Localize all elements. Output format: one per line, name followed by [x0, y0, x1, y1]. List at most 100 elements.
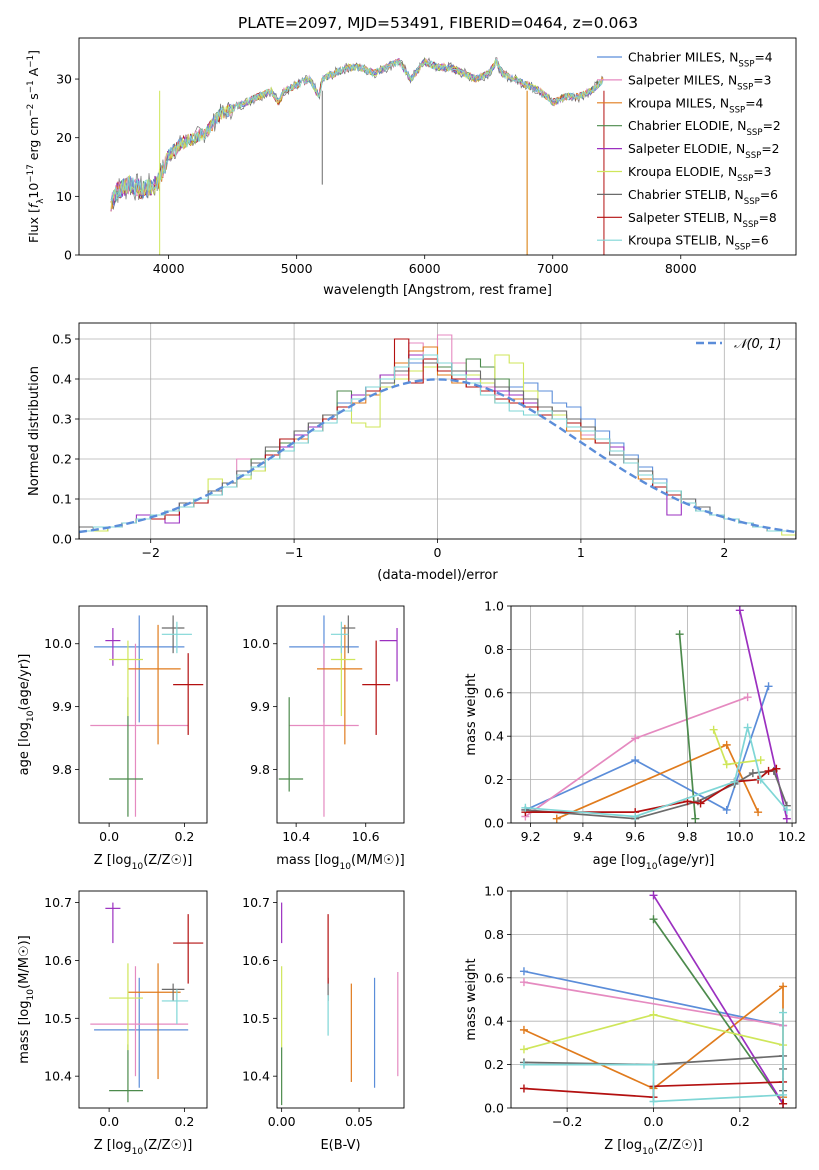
y-tick-label: 0.1 [52, 492, 72, 507]
y-tick-label: 30 [56, 72, 72, 87]
weight-point-marker [722, 760, 731, 769]
spectrum-line-kroupa-elodie [110, 58, 604, 210]
x-tick-label: 0.0 [644, 1114, 664, 1129]
subplot-6: 0.0 0.2 10.4 10.5 10.6 10.7 Z [log10(Z/Z☉)] mas… [17, 890, 208, 1157]
weight-point-marker [779, 1090, 788, 1099]
x-tick-label: 9.4 [573, 829, 593, 844]
legend-entry: Kroupa ELODIE, NSSP=3 [628, 165, 771, 184]
plot-frame [510, 890, 797, 1109]
x-tick-label: 4000 [153, 261, 185, 276]
legend-entry: Kroupa STELIB, NSSP=6 [628, 234, 769, 253]
y-tick-label: 0.2 [52, 452, 72, 467]
x-tick-label: −0.2 [552, 1114, 582, 1129]
weight-point-marker [779, 1099, 788, 1108]
weight-point-marker [754, 808, 763, 817]
legend-entry: Salpeter MILES, NSSP=3 [628, 73, 771, 92]
plot-area [110, 56, 605, 255]
y-tick-label: 10.5 [44, 1011, 72, 1026]
y-tick-label: 0.6 [484, 970, 504, 985]
weight-point-marker [631, 812, 640, 821]
x-tick-label: 1 [577, 545, 585, 560]
subplot-5: 9.2 9.4 9.6 9.8 10.0 10.2 0.0 0.2 0.4 0.6 0.8 1.0 ag… [464, 599, 806, 873]
legend-entry: Salpeter ELODIE, NSSP=2 [628, 142, 779, 161]
subplot-4: 10.4 10.6 9.8 9.9 10.0 mass [log10(M/M☉)] [242, 605, 405, 872]
y-tick-label: 0 [64, 248, 72, 263]
weight-point-marker [764, 682, 773, 691]
y-tick-label: 0.6 [484, 685, 504, 700]
x-tick-label: 2 [720, 545, 728, 560]
weight-point-marker [649, 915, 658, 924]
x-tick-label: 0.0 [99, 829, 119, 844]
y-axis-label: Flux [fλ10−17 erg cm−2 s−1 A−1] [26, 50, 46, 243]
plot-area [519, 891, 788, 1108]
x-tick-label: 0.0 [99, 1114, 119, 1129]
plot-frame [78, 890, 208, 1109]
plot-area [281, 902, 399, 1106]
y-tick-label: 10.4 [44, 1069, 72, 1084]
plot-area [521, 606, 791, 823]
x-tick-label: 0.2 [174, 1114, 194, 1129]
x-tick-label: 6000 [409, 261, 441, 276]
x-tick-label: 9.2 [521, 829, 541, 844]
y-tick-label: 0.0 [484, 1101, 504, 1116]
x-axis-label: age [log10(age/yr)] [593, 853, 715, 872]
y-tick-label: 10.5 [242, 1011, 270, 1026]
plot-frame [510, 605, 797, 824]
x-tick-label: 9.8 [678, 829, 698, 844]
weight-point-marker [631, 734, 640, 743]
x-tick-label: 0.2 [730, 1114, 750, 1129]
y-tick-label: 1.0 [484, 599, 504, 614]
plot-frame [78, 322, 797, 540]
spectrum-line-chabrier-elodie [110, 56, 604, 206]
y-tick-label: 10.0 [242, 636, 270, 651]
y-tick-label: 10 [56, 189, 72, 204]
subplot-2: −2 −1 0 1 2 0.0 0.1 0.2 0.3 0.4 0.5 (data-model)/er… [27, 322, 797, 583]
y-axis-label: mass weight [464, 673, 479, 755]
weight-line-salpeter-miles [523, 981, 784, 1027]
legend-entry: Chabrier MILES, NSSP=4 [628, 51, 773, 70]
figure-title: PLATE=2097, MJD=53491, FIBERID=0464, z=0… [238, 14, 638, 32]
plot-frame [78, 37, 797, 256]
weight-point-marker [631, 756, 640, 765]
subplot-1: 4000 5000 6000 7000 8000 0 10 20 30 wavelength [A… [26, 37, 797, 298]
weight-point-marker [519, 978, 528, 987]
y-tick-label: 9.9 [52, 699, 72, 714]
plot-area [79, 334, 796, 539]
weight-point-marker [779, 982, 788, 991]
weight-point-marker [519, 1045, 528, 1054]
x-axis-label: E(B-V) [320, 1138, 360, 1153]
y-tick-label: 20 [56, 130, 72, 145]
y-tick-label: 0.4 [52, 372, 72, 387]
spectrum-line-salpeter-stelib [110, 58, 604, 212]
weight-point-marker [782, 814, 791, 823]
weight-point-marker [722, 805, 731, 814]
weight-line-kroupa-elodie [712, 729, 761, 766]
x-axis-label: mass [log10(M/M☉)] [276, 853, 404, 872]
subplot-7: 0.00 0.05 10.4 10.5 10.6 10.7 E(B-V) [242, 890, 405, 1153]
y-tick-label: 9.9 [250, 699, 270, 714]
weight-point-marker [722, 740, 731, 749]
x-tick-label: 0 [434, 545, 442, 560]
weight-point-marker [779, 1008, 788, 1017]
spectrum-line-chabrier-stelib [110, 57, 604, 210]
weight-point-marker [521, 803, 530, 812]
x-tick-label: 10.6 [352, 829, 380, 844]
weight-line-salpeter-miles [524, 696, 748, 818]
subplot-8: −0.2 0.0 0.2 0.0 0.2 0.4 0.6 0.8 1.0 Z [log10(Z/Z… [464, 884, 797, 1157]
x-tick-label: −1 [285, 545, 303, 560]
plot-area [278, 615, 398, 817]
x-tick-label: 5000 [281, 261, 313, 276]
y-tick-label: 0.8 [484, 927, 504, 942]
spectrum-line-chabrier-miles [110, 58, 604, 206]
y-tick-label: 10.7 [44, 895, 72, 910]
y-tick-label: 0.0 [484, 816, 504, 831]
y-tick-label: 10.6 [44, 953, 72, 968]
weight-line-chabrier-miles [525, 686, 770, 812]
weight-point-marker [519, 1025, 528, 1034]
x-axis-label: Z [log10(Z/Z☉)] [94, 853, 193, 872]
weight-point-marker [696, 799, 705, 808]
plot-area [90, 615, 204, 817]
weight-point-marker [748, 769, 757, 778]
weight-point-marker [691, 814, 700, 823]
